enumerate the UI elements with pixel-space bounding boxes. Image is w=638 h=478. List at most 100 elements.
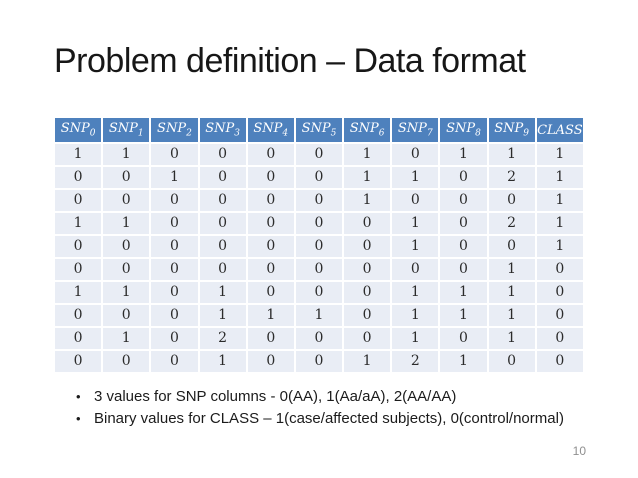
table-cell: 0 <box>55 190 102 211</box>
table-header-cell: SNP4 <box>247 118 294 142</box>
table-cell: 0 <box>536 351 583 372</box>
table-cell: 0 <box>103 351 150 372</box>
table-cell: 1 <box>536 213 583 234</box>
table-cell: 0 <box>151 259 198 280</box>
table-header-cell: SNP6 <box>344 118 391 142</box>
bullet-list: 3 values for SNP columns - 0(AA), 1(Aa/a… <box>74 386 594 430</box>
table-cell: 1 <box>392 328 439 349</box>
table-cell: 1 <box>392 236 439 257</box>
snp-data-table: SNP0 SNP1 SNP2 SNP3 SNP4 SNP5 SNP6 SNP7 SNP8 SNP9… <box>53 116 585 374</box>
table-cell: 1 <box>440 282 487 303</box>
table-cell: 0 <box>344 259 391 280</box>
table-cell: 0 <box>151 144 198 165</box>
table-header-cell: SNP8 <box>440 118 487 142</box>
table-cell: 2 <box>488 167 535 188</box>
table-cell: 0 <box>199 144 246 165</box>
table-cell: 0 <box>151 305 198 326</box>
table-cell: 0 <box>151 328 198 349</box>
table-header-cell: CLASS <box>536 118 583 142</box>
table-cell: 1 <box>199 351 246 372</box>
table-cell: 1 <box>151 167 198 188</box>
table-cell: 0 <box>199 190 246 211</box>
table-cell: 1 <box>55 282 102 303</box>
table-cell: 0 <box>55 259 102 280</box>
table-cell: 0 <box>103 190 150 211</box>
bullet-item: 3 values for SNP columns - 0(AA), 1(Aa/a… <box>74 386 594 408</box>
table-cell: 2 <box>392 351 439 372</box>
table-header: SNP0 SNP1 SNP2 SNP3 SNP4 SNP5 SNP6 SNP7 SNP8 SNP9… <box>55 118 583 142</box>
table-cell: 0 <box>440 213 487 234</box>
table-cell: 0 <box>488 236 535 257</box>
table-cell: 1 <box>392 305 439 326</box>
table-cell: 1 <box>488 305 535 326</box>
table-cell: 0 <box>151 213 198 234</box>
table-cell: 1 <box>440 305 487 326</box>
table-cell: 1 <box>392 167 439 188</box>
table-cell: 0 <box>55 236 102 257</box>
table-cell: 1 <box>247 305 294 326</box>
table-cell: 0 <box>295 167 343 188</box>
table-header-cell: SNP2 <box>151 118 198 142</box>
table-cell: 0 <box>536 328 583 349</box>
table-cell: 0 <box>103 305 150 326</box>
table-cell: 0 <box>247 328 294 349</box>
table-cell: 0 <box>247 259 294 280</box>
page-number: 10 <box>572 444 586 458</box>
table-cell: 1 <box>199 282 246 303</box>
table-cell: 1 <box>536 190 583 211</box>
table-cell: 0 <box>199 213 246 234</box>
table-header-cell: SNP9 <box>488 118 535 142</box>
table-cell: 0 <box>103 236 150 257</box>
table-cell: 1 <box>440 144 487 165</box>
table-cell: 1 <box>344 190 391 211</box>
table-cell: 1 <box>392 213 439 234</box>
table-header-cell: SNP0 <box>55 118 102 142</box>
table-cell: 1 <box>103 213 150 234</box>
table-cell: 0 <box>103 167 150 188</box>
table-cell: 0 <box>103 259 150 280</box>
table-cell: 1 <box>344 144 391 165</box>
bullet-item: Binary values for CLASS – 1(case/affecte… <box>74 408 594 430</box>
table-cell: 0 <box>55 167 102 188</box>
table-cell: 0 <box>247 167 294 188</box>
table-header-row: SNP0 SNP1 SNP2 SNP3 SNP4 SNP5 SNP6 SNP7 SNP8 SNP9… <box>55 118 583 142</box>
table-cell: 0 <box>295 259 343 280</box>
table-cell: 0 <box>440 236 487 257</box>
table-cell: 0 <box>536 259 583 280</box>
table-cell: 1 <box>103 328 150 349</box>
table-header-cell: SNP5 <box>295 118 343 142</box>
table-cell: 0 <box>295 213 343 234</box>
table-cell: 1 <box>488 282 535 303</box>
table-cell: 0 <box>344 328 391 349</box>
table-cell: 0 <box>247 351 294 372</box>
table-header-cell: SNP1 <box>103 118 150 142</box>
table-cell: 0 <box>440 190 487 211</box>
table-cell: 0 <box>392 259 439 280</box>
table-cell: 0 <box>344 305 391 326</box>
table-cell: 0 <box>151 190 198 211</box>
table-cell: 1 <box>295 305 343 326</box>
table-cell: 0 <box>247 144 294 165</box>
table-cell: 2 <box>199 328 246 349</box>
table-cell: 1 <box>488 144 535 165</box>
table-cell: 0 <box>295 190 343 211</box>
table-cell: 0 <box>247 236 294 257</box>
slide-title: Problem definition – Data format <box>54 42 526 80</box>
table-cell: 1 <box>103 282 150 303</box>
table-cell: 0 <box>392 144 439 165</box>
table-header-cell: SNP7 <box>392 118 439 142</box>
table-cell: 0 <box>440 328 487 349</box>
table-cell: 0 <box>55 328 102 349</box>
table-cell: 1 <box>488 259 535 280</box>
table-cell: 0 <box>247 190 294 211</box>
table-cell: 0 <box>199 167 246 188</box>
table-cell: 0 <box>344 213 391 234</box>
